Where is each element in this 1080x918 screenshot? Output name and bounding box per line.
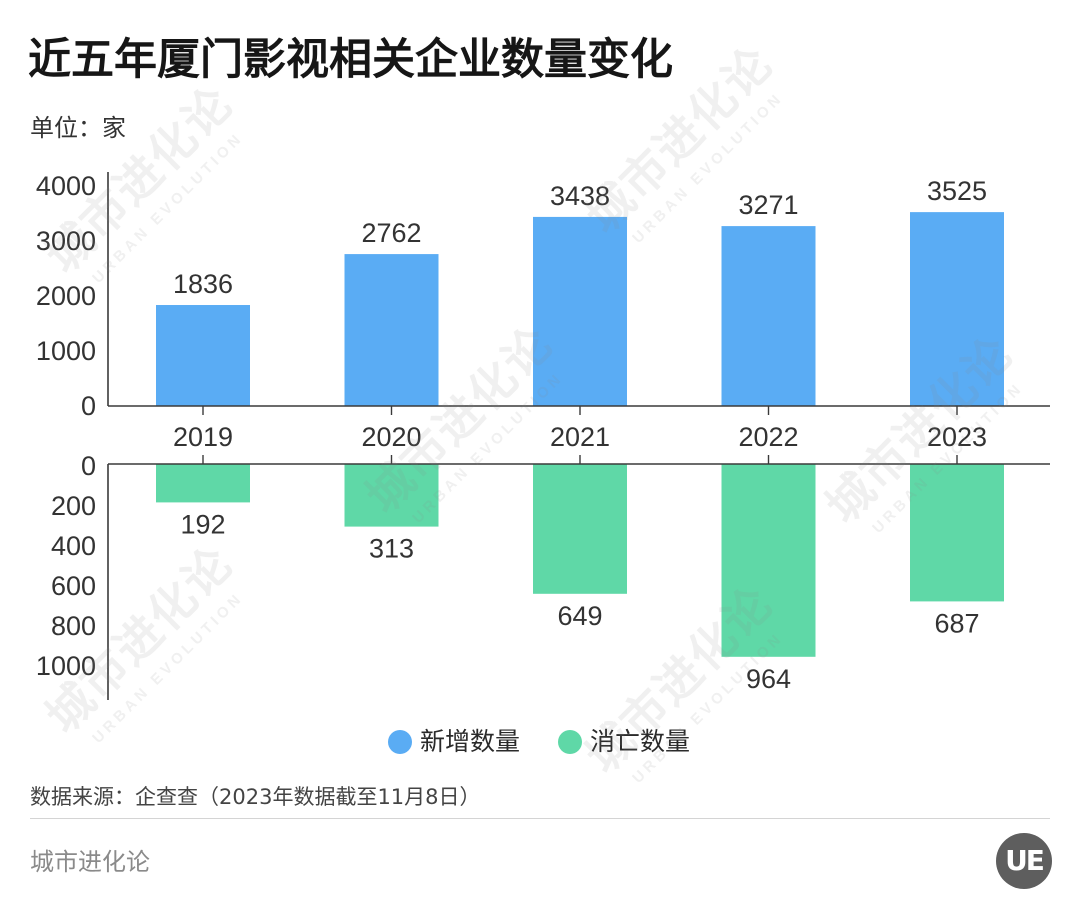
chart-title: 近五年厦门影视相关企业数量变化 xyxy=(28,35,673,85)
footer-divider xyxy=(30,818,1050,819)
bar-dead-2021 xyxy=(533,464,627,594)
y-tick-label-upper-2000: 2000 xyxy=(36,281,96,311)
value-label-new-2021: 3438 xyxy=(550,181,610,211)
value-label-new-2019: 1836 xyxy=(173,269,233,299)
data-source: 数据来源：企查查（2023年数据截至11月8日） xyxy=(30,785,481,809)
y-tick-label-upper-4000: 4000 xyxy=(36,171,96,201)
x-label-2023: 2023 xyxy=(927,422,987,452)
bar-dead-2019 xyxy=(156,464,250,503)
value-label-dead-2019: 192 xyxy=(180,509,225,539)
x-label-2021: 2021 xyxy=(550,422,610,452)
legend-item-new: 新增数量 xyxy=(388,727,528,757)
bar-new-2023 xyxy=(910,212,1004,406)
y-tick-label-upper-0: 0 xyxy=(81,391,96,421)
y-tick-label-lower-1000: 1000 xyxy=(36,651,96,681)
unit-label: 单位：家 xyxy=(30,114,126,142)
y-tick-label-lower-800: 800 xyxy=(51,611,96,641)
value-label-dead-2021: 649 xyxy=(557,601,602,631)
y-tick-label-lower-600: 600 xyxy=(51,571,96,601)
x-label-2019: 2019 xyxy=(173,422,233,452)
bar-dead-2022 xyxy=(721,464,816,657)
bar-new-2022 xyxy=(721,226,816,406)
x-label-2020: 2020 xyxy=(361,422,421,452)
legend-dot-dead xyxy=(558,730,582,754)
brand-name: 城市进化论 xyxy=(30,848,150,876)
bar-new-2019 xyxy=(156,305,250,406)
y-tick-label-upper-3000: 3000 xyxy=(36,226,96,256)
value-label-dead-2020: 313 xyxy=(369,534,414,564)
value-label-new-2022: 3271 xyxy=(738,190,798,220)
x-label-2022: 2022 xyxy=(738,422,798,452)
value-label-new-2023: 3525 xyxy=(927,176,987,206)
value-label-dead-2023: 687 xyxy=(934,608,979,638)
bar-new-2020 xyxy=(344,254,439,406)
legend-item-dead: 消亡数量 xyxy=(558,727,698,757)
y-tick-label-lower-200: 200 xyxy=(51,491,96,521)
bar-new-2021 xyxy=(533,216,627,406)
bar-dead-2023 xyxy=(910,464,1004,602)
brand-logo: UE xyxy=(996,833,1052,889)
value-label-new-2020: 2762 xyxy=(361,218,421,248)
legend-dot-new xyxy=(388,730,412,754)
legend-label-new: 新增数量 xyxy=(420,727,521,756)
value-label-dead-2022: 964 xyxy=(746,664,791,694)
bar-dead-2020 xyxy=(344,464,439,527)
y-tick-label-upper-1000: 1000 xyxy=(36,336,96,366)
y-tick-label-lower-0: 0 xyxy=(81,451,96,481)
legend-label-dead: 消亡数量 xyxy=(590,727,691,756)
y-tick-label-lower-400: 400 xyxy=(51,531,96,561)
